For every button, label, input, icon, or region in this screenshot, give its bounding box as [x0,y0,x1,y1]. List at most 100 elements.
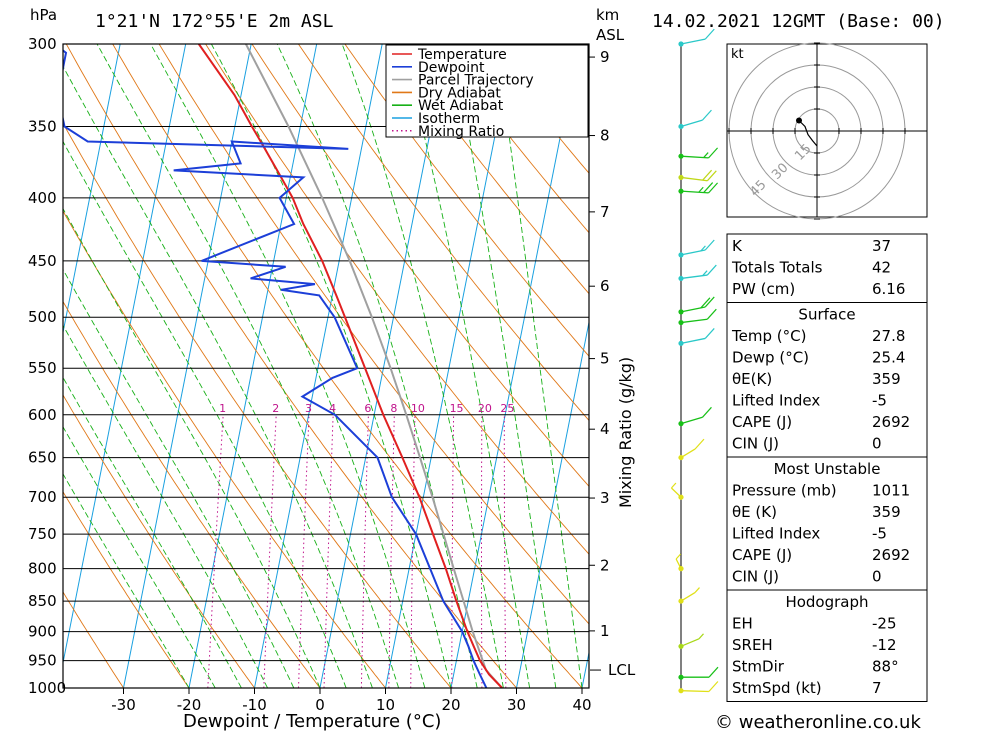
pressure-tick-label: 650 [28,449,57,467]
table-value: 359 [872,370,901,388]
height-tick-label: 4 [600,420,610,438]
table-title: Hodograph [785,593,868,611]
wind-barb [678,264,717,282]
table-value: -25 [872,615,897,633]
index-tables: K 37 Totals Totals 42 PW (cm) 6.16 Surface Temp… [726,233,928,702]
pressure-tick-label: 950 [28,652,57,670]
pressure-tick-label: 1000 [28,679,66,697]
wind-barb-dot [678,123,684,130]
wind-barb-staff [680,119,703,128]
wind-barb-dot [678,174,684,181]
mixing-ratio-line [503,414,507,688]
temperature-tick-label: 40 [572,696,591,714]
wind-barb-dot [678,421,684,427]
pressure-unit-label: hPa [30,6,57,24]
wind-barb-feather [708,666,719,678]
wind-barb-staff [680,638,700,647]
wind-barb [678,438,705,461]
table-value: -5 [872,392,887,410]
index-table-box [726,456,928,591]
wind-barb-staff [680,337,706,344]
table-label: Lifted Index [732,392,820,410]
wind-barb-feather [704,28,715,40]
pressure-tick-labels: 300 350 400 450 500 550 600 650 700 750 800 850 900 9… [28,35,66,697]
legend-label: Dewpoint [418,60,485,76]
table-value: 359 [872,503,901,521]
wind-barb-feather [675,553,682,560]
pressure-tick-label: 800 [28,560,57,578]
temperature-tick-label: 10 [376,696,395,714]
wind-barb-feather [703,152,709,158]
wind-barb-feather [702,109,712,121]
height-tick-label: 2 [600,556,610,574]
wind-barb-feather [706,264,717,276]
temperature-tick-label: 0 [315,696,325,714]
wind-barb-staff [680,318,708,324]
table-value: 0 [872,568,882,586]
height-tick-label: 1 [600,622,610,640]
table-label: θE(K) [732,370,772,388]
asl-unit-label: ASL [596,26,625,44]
table-label: Pressure (mb) [732,482,837,500]
wind-barb-feather [706,308,717,320]
wind-barb-staff [680,416,703,425]
wind-barb-feather [702,406,712,418]
height-tick-label: 5 [600,350,610,368]
mixing-ratio-label: 1 [219,402,226,415]
wind-barb-feather [698,186,704,193]
isotherm-line [253,44,383,688]
wind-barb-feather [703,182,714,193]
mixing-ratio-label: 2 [272,402,279,415]
isotherm-line [581,650,589,688]
wind-barb [670,482,684,500]
temperature-tick-label: -30 [111,696,136,714]
legend-box [385,44,589,138]
pressure-tick-label: 900 [28,623,57,641]
mixing-ratio-label: 10 [411,402,425,415]
wind-barb [678,681,719,694]
table-label: Totals Totals [731,259,823,277]
dewpoint-line [63,49,488,688]
pressure-tick-label: 600 [28,406,57,424]
wind-barb-dot [678,688,684,694]
table-label: StmSpd (kt) [732,679,822,697]
pressure-tick-label: 300 [28,35,57,53]
index-table-box [726,302,928,458]
wind-barb [678,182,719,194]
wind-barb-feather [708,182,719,194]
table-value: 7 [872,679,882,697]
height-tick-label: 6 [600,277,610,295]
wind-barb-dot [678,252,684,258]
table-value: 27.8 [872,327,905,345]
mixing-ratio-label: 25 [500,402,514,415]
wind-barb [678,147,719,159]
plot-frame [62,43,590,689]
wind-barb-staff [680,448,696,459]
table-value: 25.4 [872,349,905,367]
table-value: 6.16 [872,280,905,298]
height-tick-label: 7 [600,203,610,221]
table-title: Most Unstable [774,460,881,478]
legend-label: Temperature [417,47,507,63]
mixing-ratio-line [207,414,224,688]
pressure-tick-label: 700 [28,488,57,506]
wind-barb-feather [704,328,715,339]
wind-barb-dot [678,340,684,346]
mixing-ratio-label: 15 [450,402,464,415]
table-label: CAPE (J) [732,546,792,564]
sounding-traces [63,44,503,688]
table-value: -5 [872,525,887,543]
location-title: 1°21'N 172°55'E 2m ASL [95,11,334,32]
table-label: CIN (J) [732,568,779,586]
mixing-ratio-label: 20 [478,402,492,415]
km-unit-label: km [596,6,619,24]
wind-barb-dot [678,41,684,47]
wind-barb-feather [694,587,700,593]
temperature-tick-label: -20 [177,696,202,714]
wind-barb [678,109,712,130]
mixing-ratio-line [263,414,277,688]
mixing-ratio-line [360,414,369,688]
wind-barb-staff [680,690,709,693]
dry-adiabat-line [297,44,589,422]
